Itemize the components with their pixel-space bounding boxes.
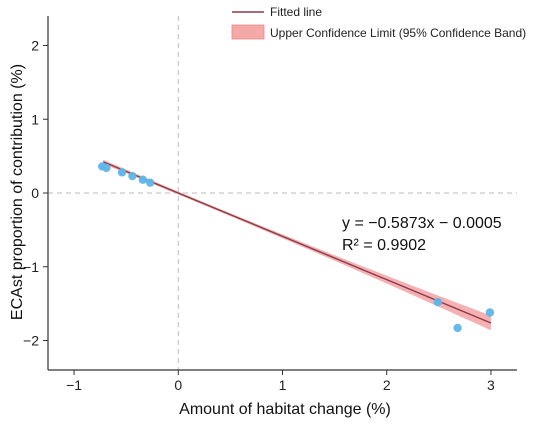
x-tick-label: 0 <box>174 377 182 393</box>
y-axis-title: ECAst proportion of contribution (%) <box>9 64 26 320</box>
data-point <box>138 175 148 184</box>
data-point <box>128 171 137 181</box>
data-point <box>117 168 127 177</box>
legend-band-swatch <box>231 24 265 40</box>
r-squared-annotation: R² = 0.9902 <box>342 237 426 254</box>
y-tick-label: −2 <box>23 333 39 349</box>
x-tick-label: 1 <box>279 377 287 393</box>
equation-annotation: y = −0.5873x − 0.0005 <box>342 215 502 232</box>
tick-labels: −1 0 1 2 3 −2 −1 0 1 2 <box>23 38 495 394</box>
legend-label-confidence-band: Upper Confidence Limit (95% Confidence B… <box>270 26 526 40</box>
data-point <box>485 308 495 317</box>
axes <box>43 16 517 375</box>
reference-lines <box>48 16 517 370</box>
x-axis-title: Amount of habitat change (%) <box>179 401 391 418</box>
data-point <box>145 178 155 187</box>
y-tick-label: 0 <box>31 185 39 201</box>
legend: Fitted line Upper Confidence Limit (95% … <box>231 5 526 40</box>
x-tick-label: 3 <box>487 377 495 393</box>
y-tick-label: 2 <box>31 38 39 54</box>
legend-label-fitted-line: Fitted line <box>270 5 322 19</box>
fitted-line <box>102 161 492 324</box>
data-point <box>433 297 442 307</box>
data-point <box>453 323 462 333</box>
data-points <box>97 162 495 333</box>
x-tick-label: −1 <box>66 377 82 393</box>
x-tick-label: 2 <box>383 377 391 393</box>
fitted-line-layer <box>102 161 492 324</box>
data-point <box>102 163 111 173</box>
y-tick-label: 1 <box>31 111 39 127</box>
y-tick-label: −1 <box>23 259 39 275</box>
